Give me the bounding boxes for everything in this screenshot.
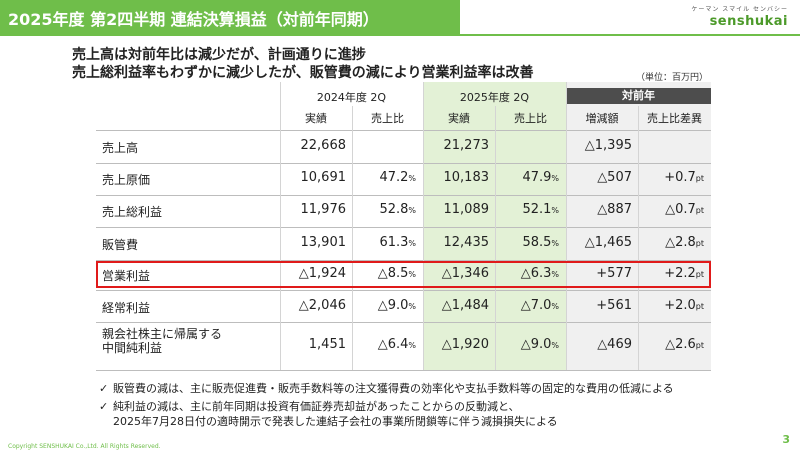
table-rule [96,163,711,164]
cell-prev-ratio: 52.8% [379,202,416,217]
cell-diff-amount: △507 [597,170,632,185]
note-2-continued: 2025年7月28日付の適時開示で発表した連結子会社の事業所閉鎖等に伴う減損損失… [113,415,558,428]
row-label: 経常利益 [102,301,151,315]
cell-prev-ratio: △6.4% [377,337,416,352]
prior-year-badge: 対前年 [566,88,711,104]
cell-diff-amount: +577 [596,266,632,281]
column-prev-actual: 実績 [305,112,327,125]
table-rule [96,290,711,291]
cell-prev-actual: 10,691 [300,170,347,185]
column-diff-amount: 増減額 [585,112,619,125]
table-rule [96,227,711,228]
cell-curr-actual: △1,484 [441,298,489,313]
row-label: 売上総利益 [102,205,163,219]
title-bar: 2025年度 第2四半期 連結決算損益（対前年同期） ケーマン スマイル センバ… [0,0,800,34]
copyright-footer: Copyright SENSHUKAI Co.,Ltd. All Rights … [8,443,161,450]
cell-curr-actual: 12,435 [443,235,490,250]
table-rule [96,195,711,196]
cell-diff-amount: △469 [597,337,632,352]
table-divider [495,106,496,370]
operating-income-highlight [96,261,711,288]
row-label-line-2: 中間純利益 [102,341,163,355]
cell-curr-ratio: 47.9% [522,170,559,185]
note-text: 純利益の減は、主に前年同期は投資有価証券売却益があったことからの反動減と、 [113,400,520,413]
cell-diff-amount: +561 [596,298,632,313]
cell-prev-actual: 13,901 [300,235,347,250]
row-label: 売上高 [102,141,139,155]
cell-prev-ratio: 61.3% [379,235,416,250]
table-divider [280,82,281,370]
cell-curr-ratio: △7.0% [520,298,559,313]
table-rule [96,260,711,261]
cell-diff-amount: △1,395 [584,138,632,153]
cell-diff-ratio: △2.6pt [665,337,704,352]
cell-curr-actual: △1,346 [441,266,489,281]
note-text: 販管費の減は、主に販売促進費・販売手数料等の注文獲得費の効率化や支払手数料等の固… [113,382,674,395]
cell-prev-actual: △1,924 [298,266,346,281]
check-icon: ✓ [99,382,109,395]
headline-2: 売上総利益率もわずかに減少したが、販管費の減により営業利益率は改善 [72,65,534,81]
cell-curr-ratio: 52.1% [522,202,559,217]
row-label: 販管費 [102,238,139,252]
cell-curr-ratio: △6.3% [520,266,559,281]
cell-prev-actual: 22,668 [300,138,347,153]
table-divider [638,106,639,370]
column-group-prev: 2024年度 2Q [316,91,387,104]
table-divider [423,82,424,370]
column-curr-ratio: 売上比 [514,112,547,125]
column-group-curr: 2025年度 2Q [459,91,530,104]
headline-1: 売上高は対前年比は減少だが、計画通りに進捗 [72,47,366,63]
cell-curr-actual: 11,089 [443,202,490,217]
table-rule [96,322,711,323]
logo-name: senshukai [709,14,788,29]
row-label: 営業利益 [102,269,151,283]
table-divider [352,106,353,370]
cell-prev-actual: 11,976 [300,202,347,217]
row-label-line-1: 親会社株主に帰属する [102,327,223,341]
cell-diff-amount: △1,465 [584,235,632,250]
cell-diff-amount: △887 [597,202,632,217]
page-title: 2025年度 第2四半期 連結決算損益（対前年同期） [8,10,379,29]
cell-prev-ratio: △9.0% [377,298,416,313]
page-number: 3 [782,433,790,446]
cell-prev-ratio: 47.2% [379,170,416,185]
cell-diff-ratio: +0.7pt [664,170,704,185]
column-diff-ratio: 売上比差異 [647,112,702,125]
cell-curr-actual: 10,183 [443,170,490,185]
note-1: ✓ 販管費の減は、主に販売促進費・販売手数料等の注文獲得費の効率化や支払手数料等の… [99,380,674,396]
table-rule [96,130,711,131]
cell-diff-ratio: +2.2pt [664,266,704,281]
cell-prev-actual: △2,046 [298,298,346,313]
row-label: 親会社株主に帰属する 中間純利益 [102,327,222,355]
check-icon: ✓ [99,400,109,413]
cell-curr-actual: △1,920 [441,337,489,352]
unit-label: （単位：百万円） [636,73,709,83]
company-logo: ケーマン スマイル センバシー senshukai [688,4,788,32]
cell-diff-ratio: △0.7pt [665,202,704,217]
column-prev-ratio: 売上比 [371,112,404,125]
logo-tagline: ケーマン スマイル センバシー [691,6,788,13]
row-label: 売上原価 [102,173,151,187]
cell-curr-ratio: 58.5% [522,235,559,250]
cell-prev-actual: 1,451 [308,337,346,352]
table-divider [566,82,567,370]
table-rule [96,370,711,371]
cell-diff-ratio: △2.8pt [665,235,704,250]
column-curr-actual: 実績 [448,112,470,125]
title-rule [0,34,800,36]
title-background [0,0,460,34]
cell-prev-ratio: △8.5% [377,266,416,281]
cell-curr-actual: 21,273 [443,138,490,153]
cell-diff-ratio: +2.0pt [664,298,704,313]
cell-curr-ratio: △9.0% [520,337,559,352]
note-2: ✓ 純利益の減は、主に前年同期は投資有価証券売却益があったことからの反動減と、 [99,398,520,414]
